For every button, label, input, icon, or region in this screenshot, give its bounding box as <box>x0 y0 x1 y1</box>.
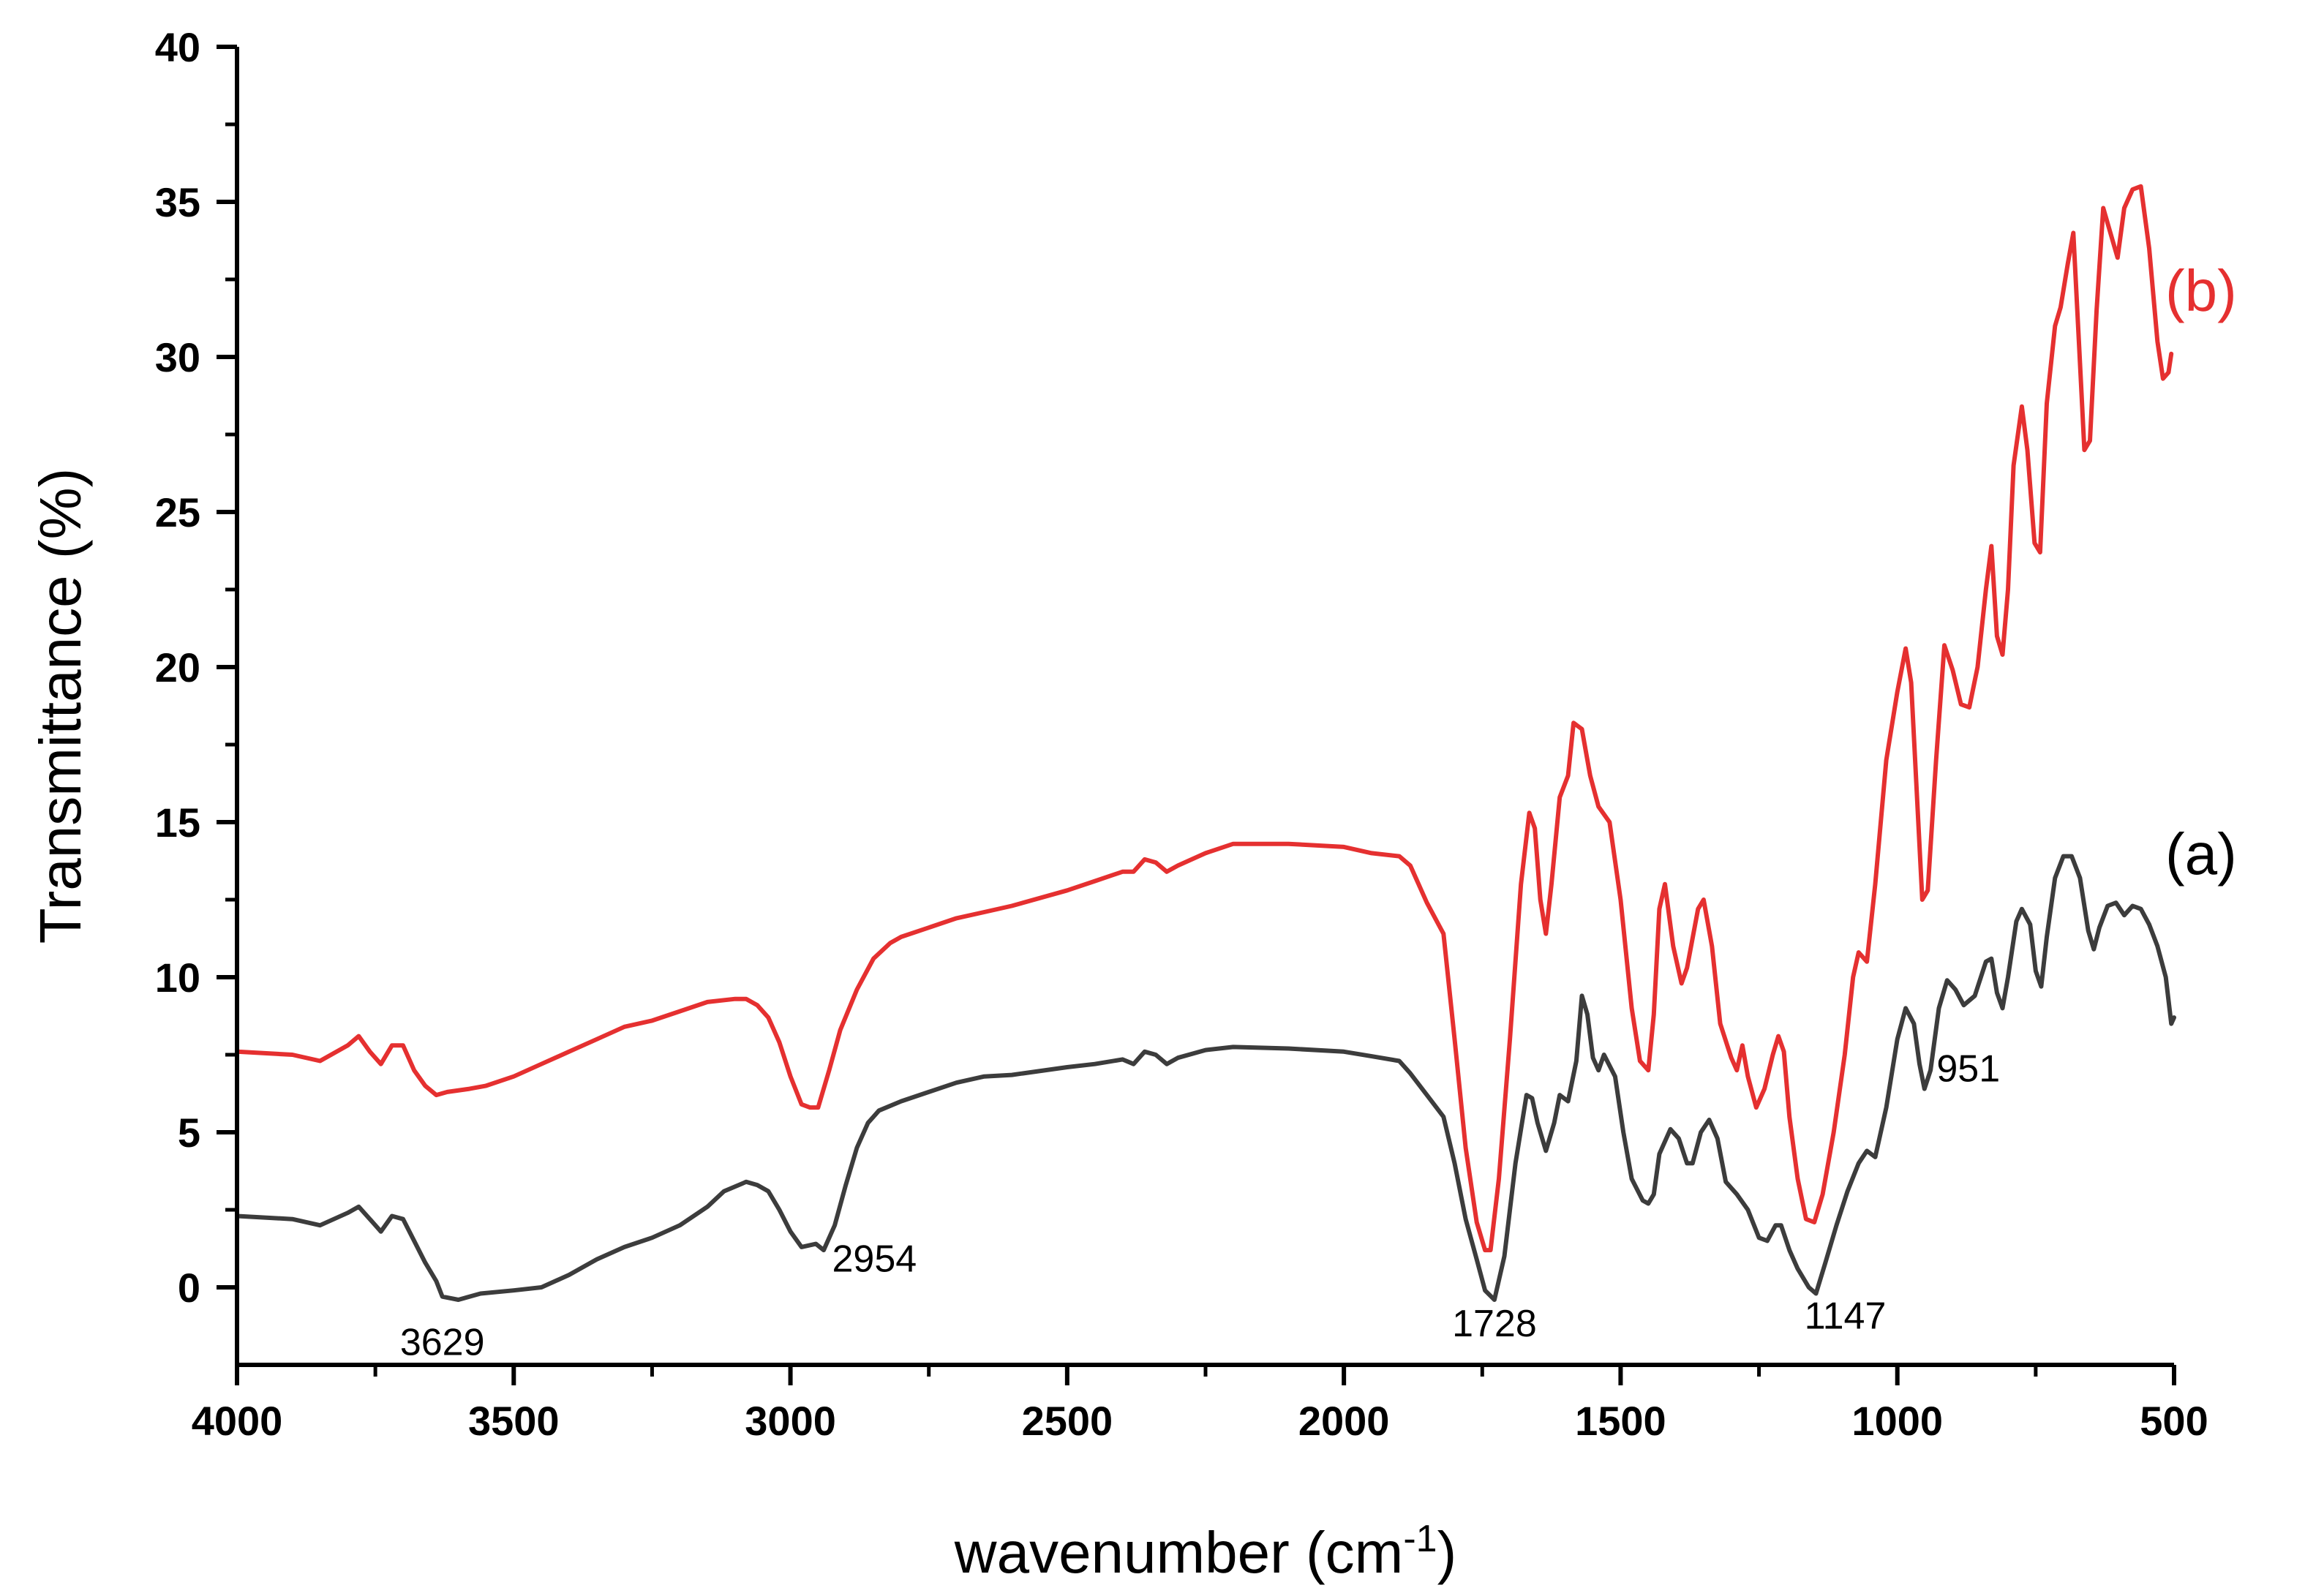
peak-label: 2954 <box>832 1238 917 1281</box>
x-tick-label: 1500 <box>1575 1398 1666 1444</box>
x-tick-label: 500 <box>2140 1398 2208 1444</box>
y-tick-label: 40 <box>155 24 200 70</box>
x-ticks: 4000 3500 3000 2500 2000 1500 1000 500 <box>192 1365 2208 1444</box>
x-axis-title: wavenumber (cm-1) <box>954 1518 1456 1585</box>
series-label-a: (a) <box>2165 821 2237 887</box>
y-ticks: 0 5 10 15 20 25 30 35 40 <box>155 24 237 1311</box>
y-tick-label: 35 <box>155 179 200 225</box>
y-axis-title: Transmittance (%) <box>28 468 93 944</box>
x-axis-title-main: wavenumber (cm <box>954 1520 1404 1585</box>
series-line-b <box>235 184 2174 1253</box>
x-axis-title-close: ) <box>1437 1520 1457 1585</box>
x-axis-title-sup: -1 <box>1403 1518 1437 1560</box>
peak-label: 951 <box>1936 1048 2000 1091</box>
y-tick-label: 15 <box>155 799 200 846</box>
y-tick-label: 0 <box>178 1265 200 1311</box>
peak-label: 3629 <box>400 1322 485 1364</box>
axes <box>235 47 2174 1367</box>
x-tick-label: 2000 <box>1298 1398 1390 1444</box>
plot-lines <box>235 184 2176 1302</box>
y-tick-label: 10 <box>155 955 200 1001</box>
peak-label: 1728 <box>1452 1303 1537 1345</box>
series-label-b: (b) <box>2165 258 2237 323</box>
x-tick-label: 1000 <box>1851 1398 1943 1444</box>
y-tick-label: 20 <box>155 644 200 690</box>
x-tick-label: 3500 <box>468 1398 560 1444</box>
x-tick-label: 2500 <box>1022 1398 1113 1444</box>
y-tick-label: 5 <box>178 1110 200 1156</box>
series-labels: (a) (b) <box>2165 258 2237 887</box>
peak-annotations: 3629 2954 1728 1147 951 <box>400 1048 2000 1364</box>
x-tick-label: 4000 <box>192 1398 283 1444</box>
x-tick-label: 3000 <box>745 1398 836 1444</box>
y-tick-label: 25 <box>155 489 200 535</box>
series-line-a <box>235 854 2176 1302</box>
y-tick-label: 30 <box>155 334 200 380</box>
peak-label: 1147 <box>1805 1295 1887 1337</box>
